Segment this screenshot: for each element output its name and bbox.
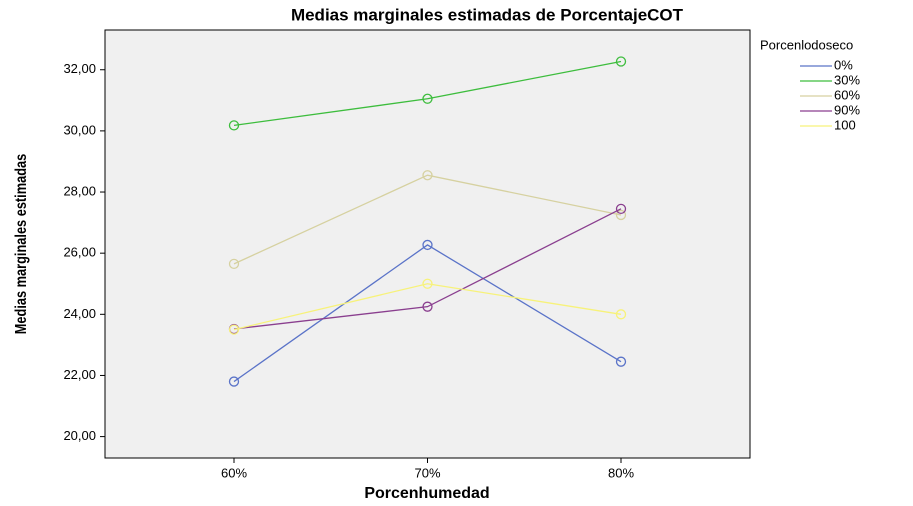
x-axis-title: Porcenhumedad xyxy=(364,485,489,502)
data-point xyxy=(615,203,627,214)
series-line xyxy=(233,244,622,383)
series-line xyxy=(233,174,622,265)
data-point xyxy=(422,239,433,251)
data-point xyxy=(228,120,240,131)
legend-label: 60% xyxy=(834,87,860,102)
series-line xyxy=(233,208,622,330)
y-tick-label: 22,00 xyxy=(63,367,96,382)
legend-label: 90% xyxy=(834,102,860,117)
data-point xyxy=(422,170,433,181)
series-line xyxy=(233,60,622,127)
y-tick-label: 30,00 xyxy=(63,122,96,137)
data-point xyxy=(422,278,433,289)
legend-title: Porcenlodoseco xyxy=(760,37,853,52)
y-tick-label: 28,00 xyxy=(63,183,96,198)
y-tick-label: 26,00 xyxy=(63,245,96,260)
data-point xyxy=(228,324,240,335)
series-line xyxy=(233,283,622,331)
x-tick-label: 60% xyxy=(221,465,247,480)
x-tick-label: 80% xyxy=(608,465,634,480)
legend-label: 0% xyxy=(834,57,853,72)
data-point xyxy=(422,93,433,104)
y-tick-label: 32,00 xyxy=(63,61,96,76)
data-point xyxy=(228,376,240,387)
legend: Porcenlodoseco 0%30%60%90%100 xyxy=(760,37,860,132)
chart-title: Medias marginales estimadas de Porcentaj… xyxy=(291,5,684,24)
data-point xyxy=(615,309,627,320)
data-point xyxy=(615,56,627,67)
data-point xyxy=(615,356,627,367)
legend-label: 100 xyxy=(834,117,856,132)
legend-label: 30% xyxy=(834,72,860,87)
plot-area xyxy=(104,29,751,459)
data-point xyxy=(422,301,433,312)
y-tick-label: 20,00 xyxy=(63,428,96,443)
y-axis-title: Medias marginales estimadas xyxy=(13,154,31,334)
y-tick-label: 24,00 xyxy=(63,306,96,321)
data-point xyxy=(615,209,627,221)
data-point xyxy=(228,258,240,270)
x-tick-label: 70% xyxy=(414,465,440,480)
